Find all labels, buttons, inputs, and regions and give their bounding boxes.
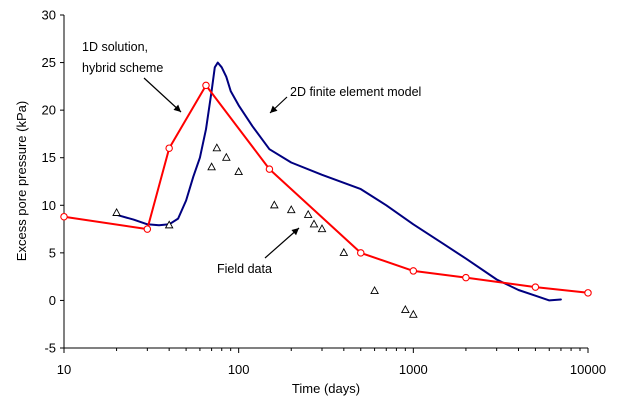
- annotation-fem: 2D finite element model: [290, 85, 421, 99]
- data-point-hybrid: [202, 81, 210, 90]
- annotation-hybrid-line2: hybrid scheme: [82, 61, 163, 75]
- arrow-hybrid-head: [173, 104, 181, 112]
- data-point-hybrid: [60, 212, 68, 221]
- data-point-field: [221, 152, 231, 161]
- y-tick-label: -5: [44, 341, 56, 356]
- x-axis-title: Time (days): [292, 381, 360, 396]
- y-tick-label: 0: [49, 293, 56, 308]
- x-tick-label: 100: [228, 362, 250, 377]
- data-point-hybrid: [409, 267, 418, 275]
- series-layer: [60, 61, 592, 318]
- series-line-fem: [115, 61, 562, 302]
- y-tick-label: 20: [42, 103, 56, 118]
- data-point-hybrid: [143, 225, 152, 233]
- y-tick-label: 25: [42, 55, 56, 70]
- arrow-hybrid-line: [143, 77, 182, 113]
- annotation-field-data: Field data: [217, 262, 272, 276]
- data-point-field: [400, 305, 410, 313]
- x-axis-ticks: 10 100 1000 10000: [57, 348, 606, 377]
- data-point-hybrid: [265, 165, 274, 173]
- data-point-field: [112, 207, 121, 216]
- series-line-hybrid: [63, 84, 589, 294]
- annotation-arrows: [143, 77, 300, 259]
- data-point-hybrid: [531, 283, 540, 291]
- arrow-field-data-line: [264, 227, 300, 259]
- data-point-field: [370, 285, 379, 294]
- arrow-field-data-head: [291, 228, 299, 236]
- y-tick-label: 5: [49, 245, 56, 260]
- x-tick-label: 10000: [570, 362, 606, 377]
- x-tick-label: 10: [57, 362, 71, 377]
- data-point-field: [286, 205, 296, 214]
- y-tick-label: 10: [42, 198, 56, 213]
- x-tick-label: 1000: [399, 362, 428, 377]
- annotation-hybrid-line1: 1D solution,: [82, 40, 148, 54]
- data-point-field: [234, 167, 244, 176]
- plot-area: [63, 15, 588, 349]
- data-point-field: [309, 219, 319, 228]
- data-point-field: [207, 162, 216, 171]
- data-point-field: [212, 143, 222, 152]
- data-point-hybrid: [462, 273, 470, 282]
- data-point-field: [269, 200, 279, 209]
- data-point-field: [303, 209, 313, 218]
- data-point-field: [164, 220, 174, 229]
- y-axis-title: Excess pore pressure (kPa): [14, 101, 29, 261]
- data-point-hybrid: [584, 289, 592, 297]
- data-point-field: [408, 309, 418, 318]
- data-point-hybrid: [357, 249, 365, 257]
- y-axis-ticks: -5 0 5 10 15 20 25 30: [42, 8, 64, 356]
- data-point-field: [317, 224, 327, 233]
- y-tick-label: 15: [42, 150, 56, 165]
- y-tick-label: 30: [42, 8, 56, 23]
- data-point-hybrid: [165, 144, 173, 152]
- data-point-field: [339, 247, 349, 256]
- arrow-fem-head: [270, 105, 278, 113]
